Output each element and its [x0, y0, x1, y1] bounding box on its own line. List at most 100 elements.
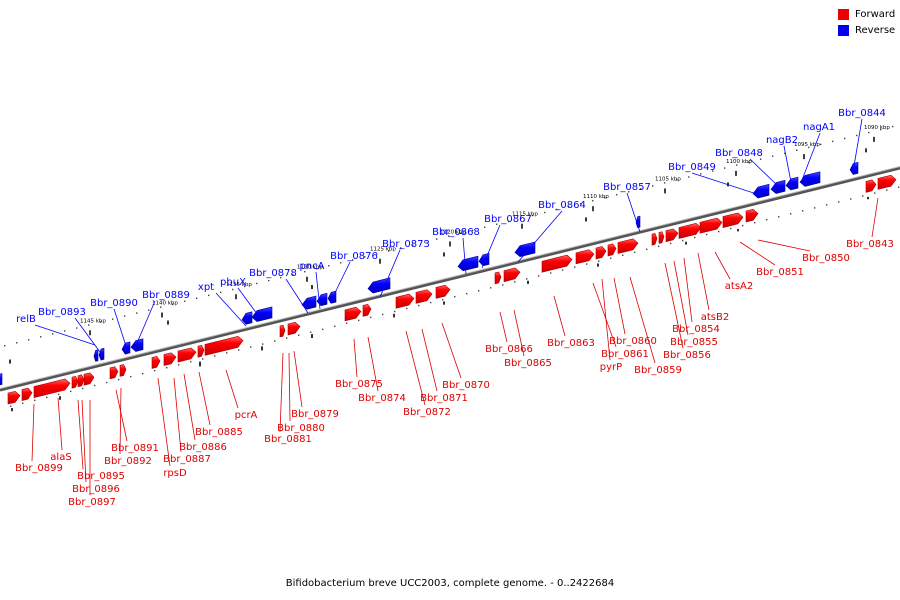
kbp-tick-label: 1135 kbp [226, 282, 252, 288]
forward-gene-arrow [163, 352, 177, 366]
lower-rail-dot [754, 222, 756, 224]
reverse-gene-arrow [367, 277, 391, 294]
lower-rail-dot [874, 192, 876, 194]
reverse-gene-label: pncA [299, 261, 324, 272]
kbp-tick-label: 1120 kbp [440, 229, 466, 235]
lower-rail-dot [574, 266, 576, 268]
gene-features [0, 161, 897, 405]
lower-rail-dot [370, 316, 372, 319]
forward-gene-arrow [21, 387, 33, 401]
lower-rail-dot [286, 337, 288, 339]
upper-rail-dot [796, 149, 798, 151]
upper-rail-dot [784, 152, 786, 154]
lower-rail-dot [322, 328, 324, 330]
forward-gene-arrow [503, 267, 521, 283]
forward-leader-line [553, 295, 566, 337]
lower-rail-dot [466, 293, 468, 295]
reverse-gene-label: Bbr_0876 [330, 251, 378, 262]
kbp-tick-label: 1140 kbp [152, 301, 178, 307]
kbp-tick-label: 1145 kbp [80, 318, 106, 324]
upper-rail-dot [808, 146, 810, 149]
forward-leader-line [173, 377, 182, 453]
forward-gene-label: Bbr_0881 [264, 434, 312, 445]
forward-gene-label: Bbr_0874 [358, 393, 406, 404]
forward-leader-line [288, 352, 291, 422]
reverse-leader-line [801, 132, 821, 181]
forward-gene-label: pcrA [235, 410, 258, 421]
forward-gene-label: Bbr_0863 [547, 338, 595, 349]
lower-rail-dot [166, 367, 168, 369]
lower-rail-dot [550, 272, 552, 274]
forward-leader-line [592, 282, 617, 348]
legend-forward-swatch [838, 9, 849, 20]
forward-leader-line [57, 397, 63, 451]
upper-rail-dot [844, 137, 846, 140]
kbp-tick-label: 1090 kbp [864, 125, 890, 131]
kbp-tick-label: 1115 kbp [512, 212, 538, 218]
lower-rail-dot [46, 396, 48, 399]
forward-gene-label: Bbr_0899 [15, 463, 63, 474]
forward-gene-arrow [494, 271, 502, 285]
lower-rail-dot [70, 390, 72, 393]
forward-gene-arrow [575, 249, 595, 265]
forward-leader-line [198, 371, 211, 426]
forward-gene-arrow [33, 378, 71, 398]
reverse-gene-label: Bbr_0864 [538, 200, 586, 211]
reverse-gene-arrow [241, 311, 253, 325]
reverse-leader-line [626, 192, 641, 233]
kbp-tick-label: 1110 kbp [583, 194, 609, 200]
forward-leader-line [183, 373, 196, 441]
lower-rail-dot [478, 290, 480, 292]
forward-gene-arrow [745, 208, 759, 223]
upper-rail-dot [772, 155, 774, 157]
forward-gene-arrow [204, 335, 244, 356]
upper-rail-dot [748, 161, 750, 163]
forward-leader-line [629, 276, 656, 364]
upper-rail-dot [340, 262, 342, 264]
forward-gene-arrow [362, 303, 372, 317]
forward-gene-label: Bbr_0880 [277, 423, 325, 434]
lower-rail-dot [766, 219, 768, 221]
lower-rail-dot [34, 399, 36, 401]
upper-rail-dot [532, 214, 534, 217]
lower-rail-dot [862, 195, 864, 197]
forward-gene-label: rpsD [163, 468, 187, 479]
reverse-gene-arrow [130, 338, 144, 352]
upper-rail-dot [196, 297, 198, 299]
forward-gene-label: Bbr_0872 [403, 407, 451, 418]
lower-rail-dot [262, 343, 264, 345]
reverse-gene-label: Bbr_0890 [90, 298, 138, 309]
upper-rail-dot [40, 336, 42, 338]
forward-gene-arrow [415, 289, 433, 304]
lower-rail-dot [142, 373, 144, 375]
forward-leader-line [77, 399, 84, 470]
reverse-gene-label: Bbr_0893 [38, 307, 86, 318]
upper-rail-dot [580, 202, 582, 205]
reverse-gene-arrow [752, 183, 770, 199]
upper-rail-dot [820, 143, 822, 146]
forward-gene-arrow [865, 179, 877, 193]
forward-gene-arrow [109, 366, 119, 380]
reverse-gene-arrow [849, 161, 859, 175]
forward-leader-line [157, 377, 171, 467]
forward-leader-line [441, 322, 462, 379]
upper-rail-dot [184, 300, 186, 302]
upper-rail-dot [364, 256, 366, 258]
reverse-leader-line [74, 317, 101, 353]
upper-rail-dot [124, 315, 126, 317]
lower-rail-dot [118, 378, 120, 381]
forward-leader-line [279, 352, 284, 433]
upper-rail-dot [496, 223, 498, 225]
upper-rail-dot [28, 339, 30, 341]
upper-rail-dot [64, 330, 66, 332]
upper-rail-dot [16, 342, 18, 344]
upper-rail-dot [88, 324, 90, 326]
forward-leader-line [499, 311, 508, 343]
upper-rail-dot [136, 312, 138, 314]
lower-rail-dot [610, 257, 612, 259]
reverse-leader-line [215, 292, 247, 327]
upper-rail-dot [388, 250, 390, 252]
reverse-gene-label: pbuX [220, 277, 246, 288]
lower-rail-dot [778, 216, 780, 218]
upper-rail-dot [460, 232, 462, 234]
